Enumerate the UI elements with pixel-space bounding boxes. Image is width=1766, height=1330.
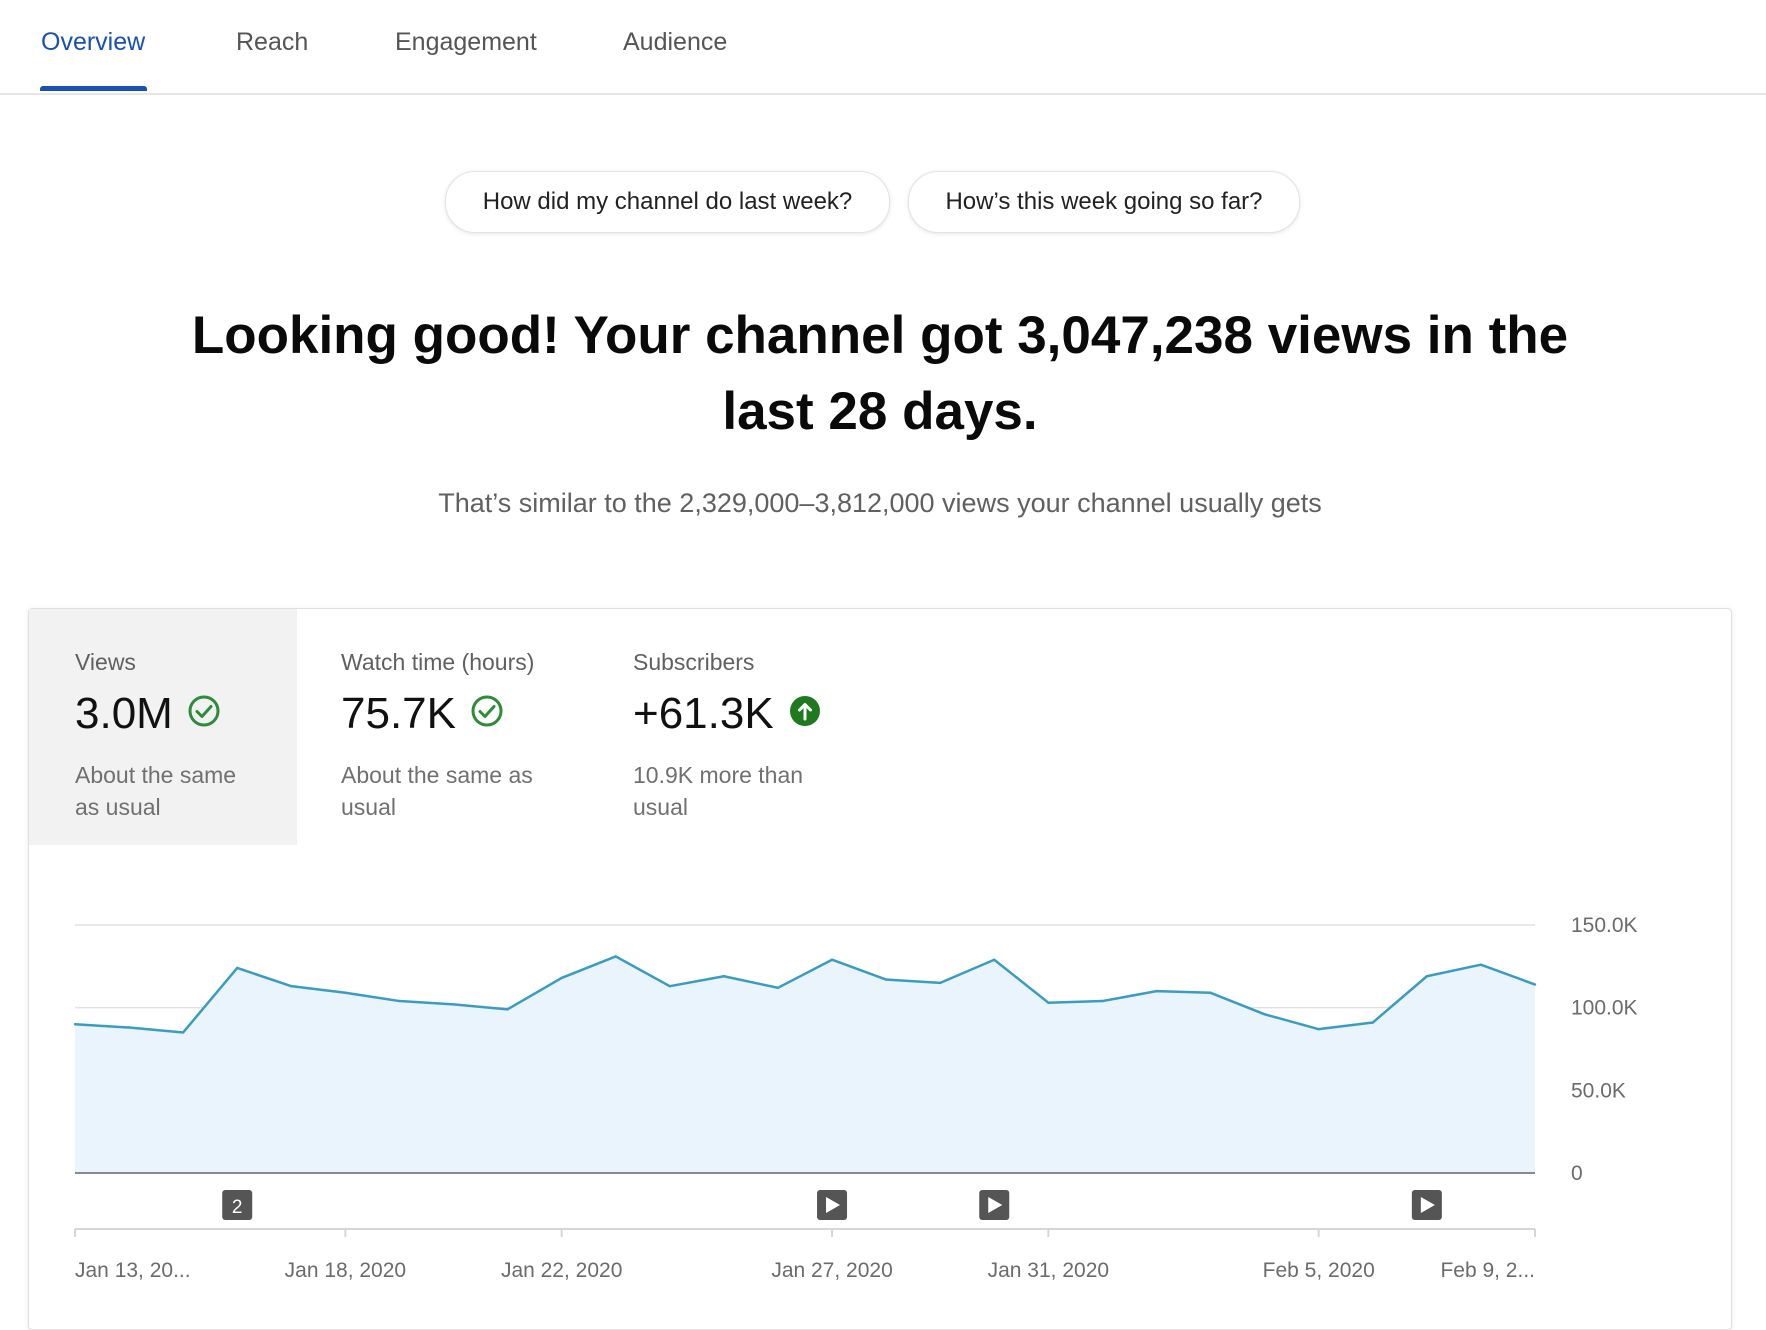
- data-point: [1371, 1021, 1374, 1024]
- x-tick-label: Jan 18, 2020: [285, 1259, 406, 1282]
- check-circle-icon: [187, 689, 221, 739]
- data-point: [1317, 1027, 1320, 1031]
- tab-engagement[interactable]: Engagement: [395, 28, 537, 56]
- data-point: [614, 955, 617, 958]
- y-tick-label: 100.0K: [1571, 997, 1638, 1020]
- data-point: [127, 1026, 131, 1029]
- data-point: [452, 1003, 455, 1006]
- video-icon[interactable]: [1411, 1190, 1442, 1220]
- data-point: [1425, 975, 1429, 978]
- question-chip-last-week[interactable]: How did my channel do last week?: [445, 171, 890, 233]
- tab-audience[interactable]: Audience: [623, 28, 728, 56]
- metric-note-line: About the same as: [341, 762, 533, 788]
- data-point: [1209, 991, 1212, 994]
- data-point: [398, 999, 401, 1003]
- headline-subtext: That’s similar to the 2,329,000–3,812,00…: [438, 488, 1322, 518]
- metric-value: +61.3K: [633, 689, 774, 738]
- question-chip-this-week[interactable]: How’s this week going so far?: [908, 171, 1300, 233]
- views-area: [75, 956, 1535, 1173]
- data-point: [668, 984, 672, 988]
- check-circle-icon: [470, 689, 504, 739]
- x-tick-label: Jan 22, 2020: [501, 1259, 622, 1282]
- metric-views[interactable]: Views 3.0M About the same as usual: [29, 609, 297, 845]
- video-count-badge[interactable]: 2: [222, 1190, 253, 1220]
- y-tick-label: 0: [1571, 1162, 1583, 1185]
- arrow-up-circle-icon: [788, 689, 822, 739]
- headline-line-2: last 28 days.: [722, 382, 1038, 441]
- x-tick-label: Jan 27, 2020: [771, 1259, 892, 1282]
- metric-value-row: +61.3K: [633, 689, 822, 739]
- metric-note-line: usual: [341, 794, 396, 820]
- metric-note-line: About the same: [75, 762, 237, 788]
- video-icon[interactable]: [979, 1190, 1010, 1220]
- x-tick-label: Feb 5, 2020: [1263, 1259, 1375, 1282]
- metric-watch-time[interactable]: Watch time (hours) 75.7K About the same …: [297, 609, 587, 845]
- data-point: [1155, 989, 1158, 993]
- metric-note-line: usual: [633, 794, 688, 820]
- data-point: [290, 984, 293, 988]
- data-point: [506, 1008, 509, 1011]
- metric-note: 10.9K more than usual: [633, 759, 833, 823]
- x-tick-label: Jan 31, 2020: [988, 1259, 1109, 1282]
- data-point: [938, 981, 942, 985]
- metric-label: Subscribers: [633, 649, 755, 675]
- data-point: [830, 958, 834, 961]
- metric-label: Views: [75, 649, 136, 675]
- y-tick-label: 150.0K: [1571, 914, 1638, 937]
- views-line: [74, 955, 1536, 1034]
- tab-reach[interactable]: Reach: [236, 28, 309, 56]
- metric-value-row: 75.7K: [341, 689, 504, 739]
- data-point: [884, 978, 888, 981]
- metric-value: 3.0M: [75, 689, 173, 738]
- views-chart: 150.0K 100.0K 50.0K 0 2 Jan 13, 20... Jan 18, …: [73, 914, 1638, 1282]
- headline-line-1: Looking good! Your channel got 3,047,238…: [191, 306, 1569, 365]
- data-point: [993, 958, 996, 961]
- active-tab-indicator: [40, 86, 147, 91]
- video-icon[interactable]: [817, 1190, 848, 1220]
- data-point: [1101, 999, 1104, 1003]
- data-point: [722, 975, 726, 978]
- metric-note: About the same as usual: [341, 759, 541, 823]
- x-tick-label: Jan 13, 20...: [75, 1259, 191, 1282]
- data-point: [1263, 1013, 1266, 1016]
- metric-value-row: 3.0M: [75, 689, 221, 739]
- tab-bar: Overview Reach Engagement Audience: [0, 0, 1766, 95]
- metric-note: About the same as usual: [75, 759, 275, 823]
- data-point: [344, 991, 347, 994]
- metric-note-line: 10.9K more than: [633, 762, 804, 788]
- data-point: [776, 986, 780, 990]
- metrics-card: Views 3.0M About the same as usual Watch…: [28, 608, 1732, 1330]
- data-point: [1047, 1001, 1050, 1004]
- data-point: [1479, 963, 1483, 966]
- data-point: [560, 976, 563, 980]
- data-point: [181, 1031, 185, 1034]
- metric-note-line: as usual: [75, 794, 161, 820]
- tab-overview[interactable]: Overview: [41, 28, 146, 56]
- data-point: [73, 1023, 77, 1026]
- data-point: [1533, 983, 1537, 986]
- x-tick-label: Feb 9, 2...: [1440, 1259, 1535, 1282]
- data-point: [236, 966, 239, 970]
- metric-subscribers[interactable]: Subscribers +61.3K 10.9K more than usual: [587, 609, 877, 845]
- metric-value: 75.7K: [341, 689, 456, 738]
- page-headline: Looking good! Your channel got 3,047,238…: [180, 298, 1580, 450]
- y-tick-label: 50.0K: [1571, 1079, 1626, 1102]
- metric-label: Watch time (hours): [341, 649, 535, 675]
- svg-text:2: 2: [232, 1197, 243, 1218]
